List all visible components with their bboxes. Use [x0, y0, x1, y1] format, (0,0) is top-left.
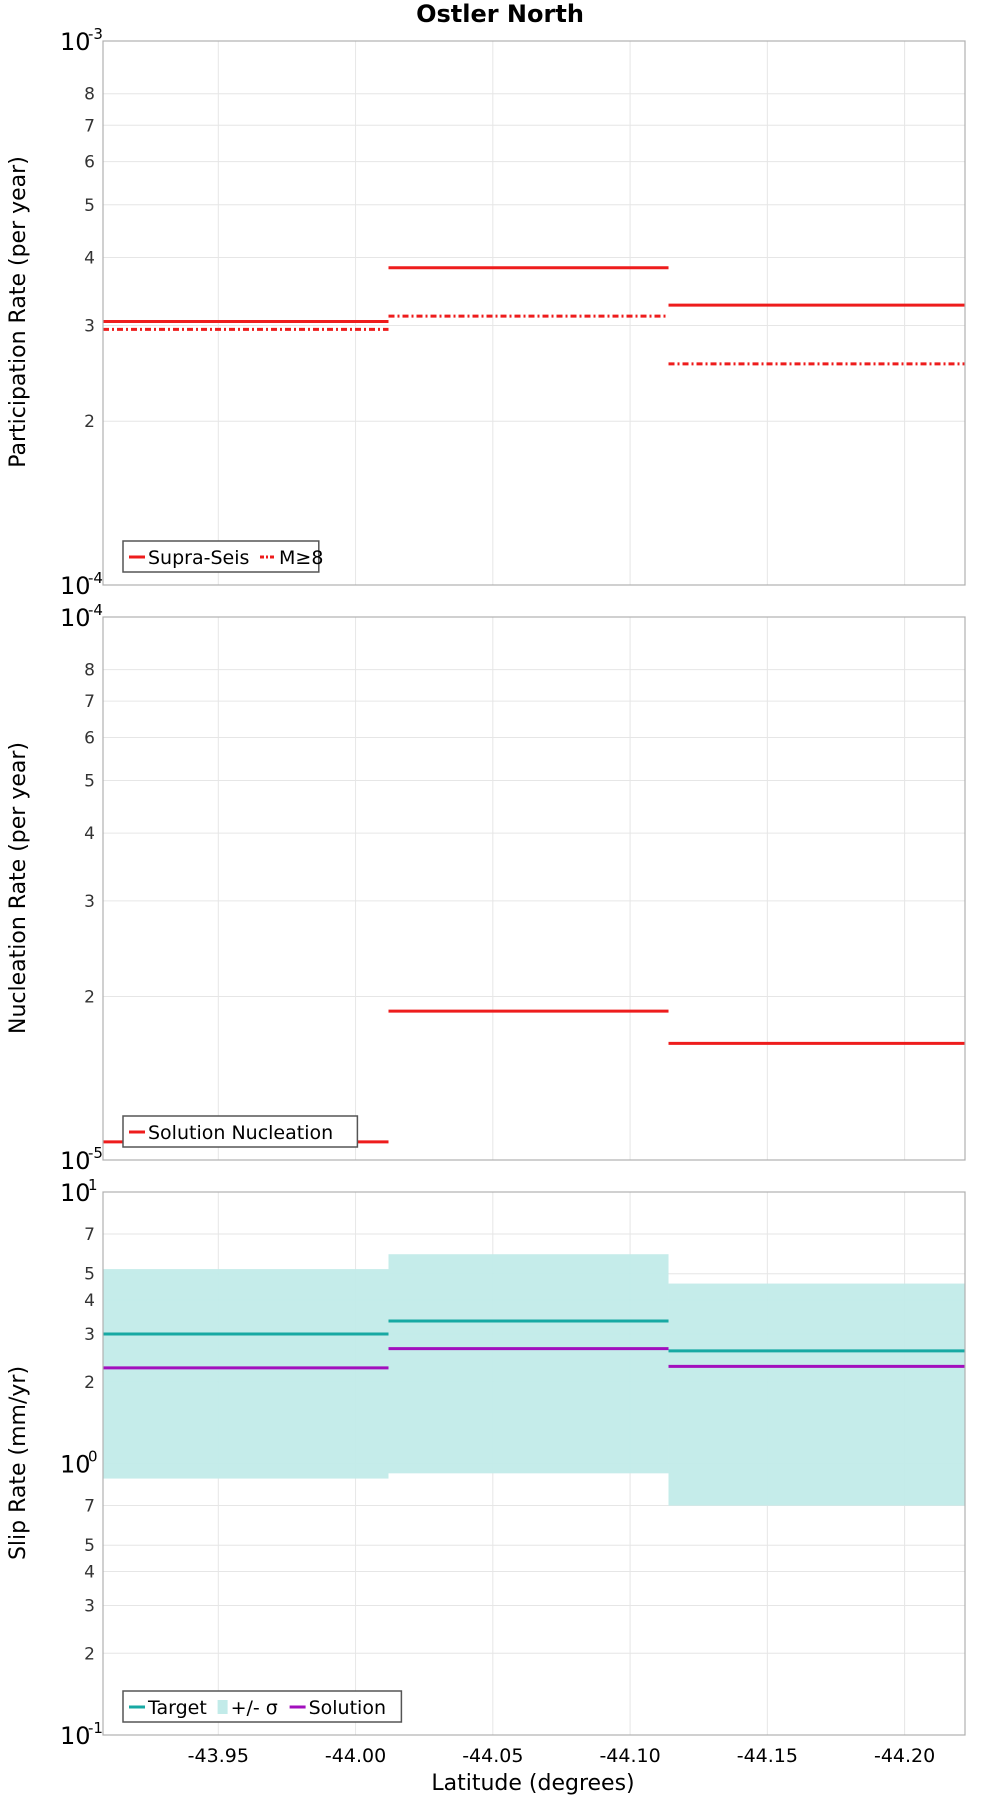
nucleation-plot-frame: [102, 616, 966, 1161]
slip-y-decade-exponent: 0: [88, 1448, 98, 1466]
slip-y-decade-exponent: 1: [88, 1176, 98, 1194]
nucleation-y-tick-label: 6: [84, 728, 95, 748]
slip-legend-label-solution: Solution: [309, 1697, 386, 1719]
slip-y-tick-label: 2: [84, 1644, 95, 1664]
x-tick-label: -43.95: [188, 1745, 249, 1767]
slip-y-tick-label: 7: [84, 1225, 95, 1245]
slip-y-tick-label: 3: [84, 1325, 95, 1345]
x-tick-label: -44.05: [462, 1745, 523, 1767]
slip-y-tick-label: 2: [84, 1373, 95, 1393]
participation-y-decade-label: 10: [60, 572, 91, 600]
x-tick-label: -44.20: [874, 1745, 935, 1767]
nucleation-y-decade-exponent: -5: [88, 1144, 103, 1162]
slip-legend-box: [122, 1690, 403, 1723]
nucleation-y-decade-label: 10: [60, 1147, 91, 1175]
participation-legend-label-supra-seis: Supra-Seis: [148, 547, 249, 569]
slip-legend-swatch-sigma: [217, 1700, 228, 1714]
participation-plot-area: [103, 41, 965, 585]
nucleation-legend-label-solution-nucleation: Solution Nucleation: [148, 1122, 333, 1144]
nucleation-y-tick-label: 2: [84, 988, 95, 1008]
participation-y-tick-label: 8: [84, 85, 95, 105]
nucleation-y-decade-exponent: -4: [88, 601, 103, 619]
x-axis-label: Latitude (degrees): [431, 1771, 634, 1796]
nucleation-y-tick-label: 3: [84, 892, 95, 912]
slip-y-decade-exponent: -1: [88, 1719, 103, 1737]
nucleation-y-decade-label: 10: [60, 604, 91, 632]
x-tick-label: -44.10: [599, 1745, 660, 1767]
participation-y-tick-label: 5: [84, 196, 95, 216]
participation-y-tick-label: 7: [84, 116, 95, 136]
nucleation-y-axis-label: Nucleation Rate (per year): [6, 742, 31, 1034]
nucleation-y-tick-label: 8: [84, 661, 95, 681]
x-tick-label: -44.15: [737, 1745, 798, 1767]
slip-y-tick-label: 4: [84, 1291, 95, 1311]
slip-y-decade-label: 10: [60, 1179, 91, 1207]
nucleation-y-tick-label: 4: [84, 824, 95, 844]
slip-sigma-band: [388, 1254, 669, 1474]
slip-y-decade-label: 10: [60, 1451, 91, 1479]
slip-y-tick-label: 3: [84, 1596, 95, 1616]
participation-y-tick-label: 4: [84, 248, 95, 268]
nucleation-y-tick-label: 5: [84, 771, 95, 791]
slip-legend-label-target: Target: [147, 1697, 207, 1719]
participation-y-decade-exponent: -4: [88, 569, 103, 587]
slip-y-tick-label: 4: [84, 1563, 95, 1583]
participation-y-tick-label: 2: [84, 412, 95, 432]
slip-plot-frame: [102, 1191, 966, 1736]
slip-y-tick-label: 5: [84, 1265, 95, 1285]
participation-plot-frame: [102, 40, 966, 586]
slip-legend-label-sigma: +/- σ: [231, 1697, 278, 1719]
slip-y-axis-label: Slip Rate (mm/yr): [6, 1366, 31, 1560]
slip-y-decade-label: 10: [60, 1722, 91, 1750]
participation-y-decade-exponent: -3: [88, 25, 103, 43]
nucleation-plot-area: [103, 617, 965, 1160]
nucleation-legend-box: [122, 1115, 359, 1148]
slip-y-tick-label: 7: [84, 1497, 95, 1517]
participation-legend-box: [122, 540, 320, 573]
x-tick-label: -44.00: [325, 1745, 386, 1767]
chart-title: Ostler North: [416, 0, 584, 28]
participation-y-decade-label: 10: [60, 28, 91, 56]
participation-y-axis-label: Participation Rate (per year): [6, 156, 31, 468]
slip-sigma-band: [103, 1269, 389, 1479]
participation-legend-label-m-8: M≥8: [279, 547, 323, 569]
participation-y-tick-label: 3: [84, 316, 95, 336]
slip-y-tick-label: 5: [84, 1536, 95, 1556]
nucleation-y-tick-label: 7: [84, 692, 95, 712]
slip-sigma-band: [668, 1283, 965, 1506]
participation-y-tick-label: 6: [84, 153, 95, 173]
